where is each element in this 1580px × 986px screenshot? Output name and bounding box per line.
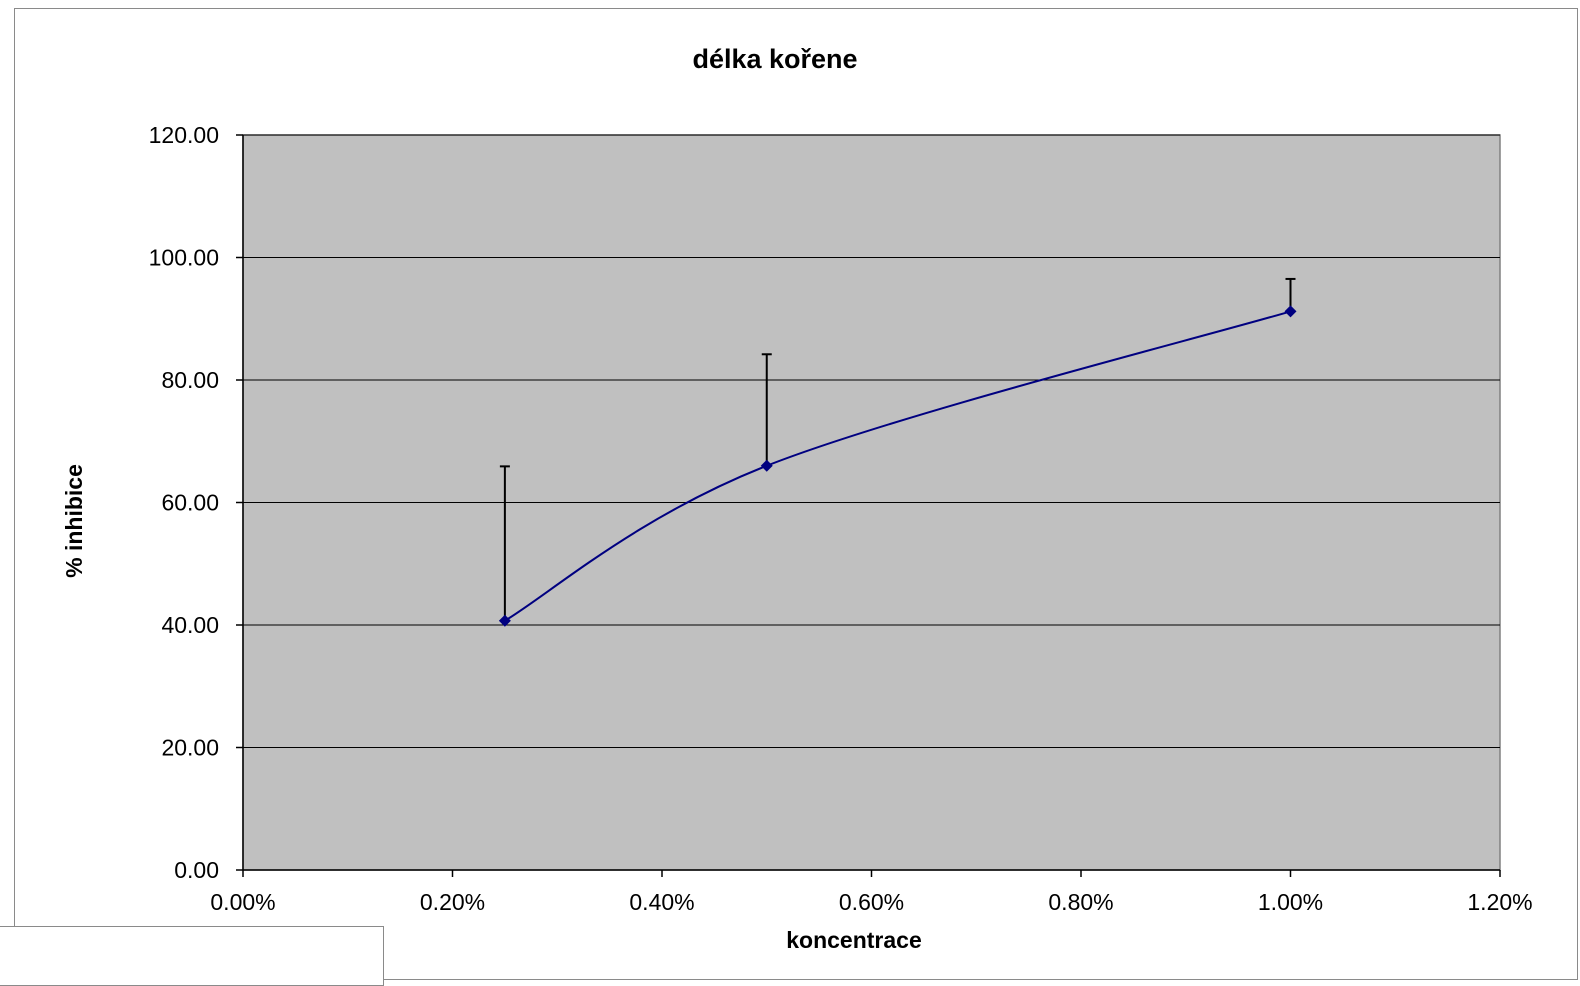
adjacent-frame: [0, 926, 384, 986]
x-tick-label: 0.00%: [210, 889, 275, 915]
data-point-marker: [1284, 305, 1297, 318]
y-tick-label: 100.00: [149, 245, 219, 271]
data-point-marker: [498, 614, 511, 627]
x-tick-label: 0.60%: [839, 889, 904, 915]
x-tick-label: 0.40%: [629, 889, 694, 915]
y-axis-title: % inhibice: [61, 464, 87, 578]
series-line: [504, 310, 1291, 622]
x-tick-label: 1.20%: [1467, 889, 1532, 915]
x-tick-label: 0.20%: [420, 889, 485, 915]
x-axis-title: koncentrace: [786, 927, 922, 953]
y-tick-label: 80.00: [161, 367, 219, 393]
y-tick-label: 40.00: [161, 612, 219, 638]
y-tick-label: 120.00: [149, 122, 219, 148]
y-tick-label: 60.00: [161, 490, 219, 516]
y-tick-label: 0.00: [174, 857, 219, 883]
chart-title: délka kořene: [692, 44, 857, 74]
x-axis-ticks: 0.00% 0.20% 0.40% 0.60% 0.80% 1.00% 1.20%: [210, 870, 1533, 915]
series: [498, 305, 1297, 627]
gridlines: [243, 134, 1500, 748]
x-tick-label: 1.00%: [1258, 889, 1323, 915]
data-point-marker: [760, 459, 773, 472]
y-axis-ticks: 0.00 20.00 40.00 60.00 80.00 100.00 120.00: [149, 122, 243, 883]
x-tick-label: 0.80%: [1048, 889, 1113, 915]
y-tick-label: 20.00: [161, 735, 219, 761]
